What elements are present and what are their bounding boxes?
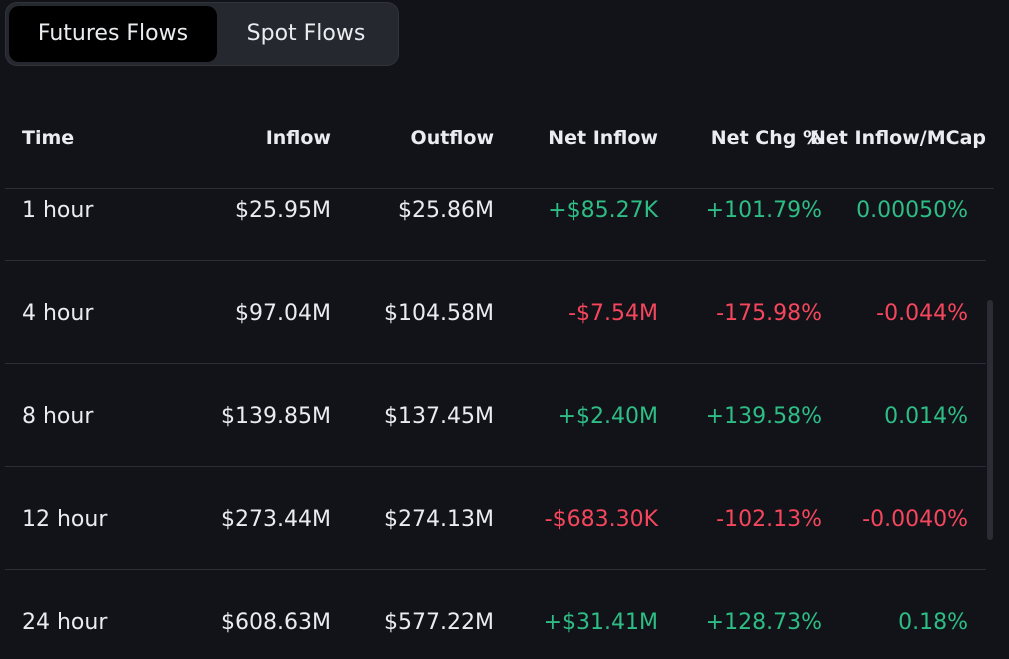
column-header-outflow: Outflow xyxy=(410,127,494,149)
header-divider xyxy=(5,188,994,189)
row-time: 8 hour xyxy=(22,404,94,429)
row-net-inflow: -$7.54M xyxy=(568,301,658,326)
row-net-inflow: -$683.30K xyxy=(544,507,658,532)
table-row[interactable]: 12 hour $273.44M $274.13M -$683.30K -102… xyxy=(0,467,995,570)
row-inflow: $97.04M xyxy=(235,301,331,326)
table-body: 1 hour $25.95M $25.86M +$85.27K +101.79%… xyxy=(0,189,995,659)
column-header-net-chg: Net Chg % xyxy=(710,127,822,149)
table-row[interactable]: 1 hour $25.95M $25.86M +$85.27K +101.79%… xyxy=(0,189,995,261)
row-outflow: $577.22M xyxy=(384,610,494,635)
row-net-inflow: +$2.40M xyxy=(557,404,658,429)
row-inflow: $139.85M xyxy=(221,404,331,429)
column-header-inflow: Inflow xyxy=(265,127,331,149)
tab-spot-flows[interactable]: Spot Flows xyxy=(246,21,366,46)
row-divider xyxy=(5,363,986,364)
row-net-chg: +128.73% xyxy=(705,610,822,635)
tab-futures-flows[interactable]: Futures Flows xyxy=(9,6,217,62)
row-net-inflow-mcap: -0.0040% xyxy=(862,507,968,532)
flows-tab-bar: Futures Flows Spot Flows xyxy=(5,2,399,66)
row-outflow: $274.13M xyxy=(384,507,494,532)
column-header-time: Time xyxy=(22,127,75,149)
row-net-inflow-mcap: -0.044% xyxy=(876,301,968,326)
row-time: 1 hour xyxy=(22,198,94,223)
row-inflow: $25.95M xyxy=(235,198,331,223)
row-net-inflow-mcap: 0.00050% xyxy=(856,198,968,223)
table-row[interactable]: 4 hour $97.04M $104.58M -$7.54M -175.98%… xyxy=(0,261,995,364)
row-net-chg: +101.79% xyxy=(705,198,822,223)
table-row[interactable]: 8 hour $139.85M $137.45M +$2.40M +139.58… xyxy=(0,364,995,467)
row-net-inflow-mcap: 0.014% xyxy=(884,404,968,429)
row-divider xyxy=(5,466,986,467)
column-header-net-inflow: Net Inflow xyxy=(548,127,658,149)
row-inflow: $273.44M xyxy=(221,507,331,532)
row-time: 12 hour xyxy=(22,507,108,532)
row-inflow: $608.63M xyxy=(221,610,331,635)
row-outflow: $104.58M xyxy=(384,301,494,326)
row-net-chg: -175.98% xyxy=(716,301,822,326)
row-net-inflow-mcap: 0.18% xyxy=(898,610,968,635)
row-net-inflow: +$85.27K xyxy=(548,198,658,223)
row-time: 4 hour xyxy=(22,301,94,326)
table-scrollbar[interactable] xyxy=(987,300,993,540)
table-row[interactable]: 24 hour $608.63M $577.22M +$31.41M +128.… xyxy=(0,570,995,659)
row-divider xyxy=(5,569,986,570)
row-net-inflow: +$31.41M xyxy=(543,610,658,635)
row-outflow: $25.86M xyxy=(398,198,494,223)
row-divider xyxy=(5,260,986,261)
row-outflow: $137.45M xyxy=(384,404,494,429)
table-header: Time Inflow Outflow Net Inflow Net Chg %… xyxy=(0,88,995,190)
row-time: 24 hour xyxy=(22,610,108,635)
column-header-net-inflow-mcap: Net Inflow/MCap xyxy=(810,127,986,149)
row-net-chg: -102.13% xyxy=(716,507,822,532)
row-net-chg: +139.58% xyxy=(705,404,822,429)
